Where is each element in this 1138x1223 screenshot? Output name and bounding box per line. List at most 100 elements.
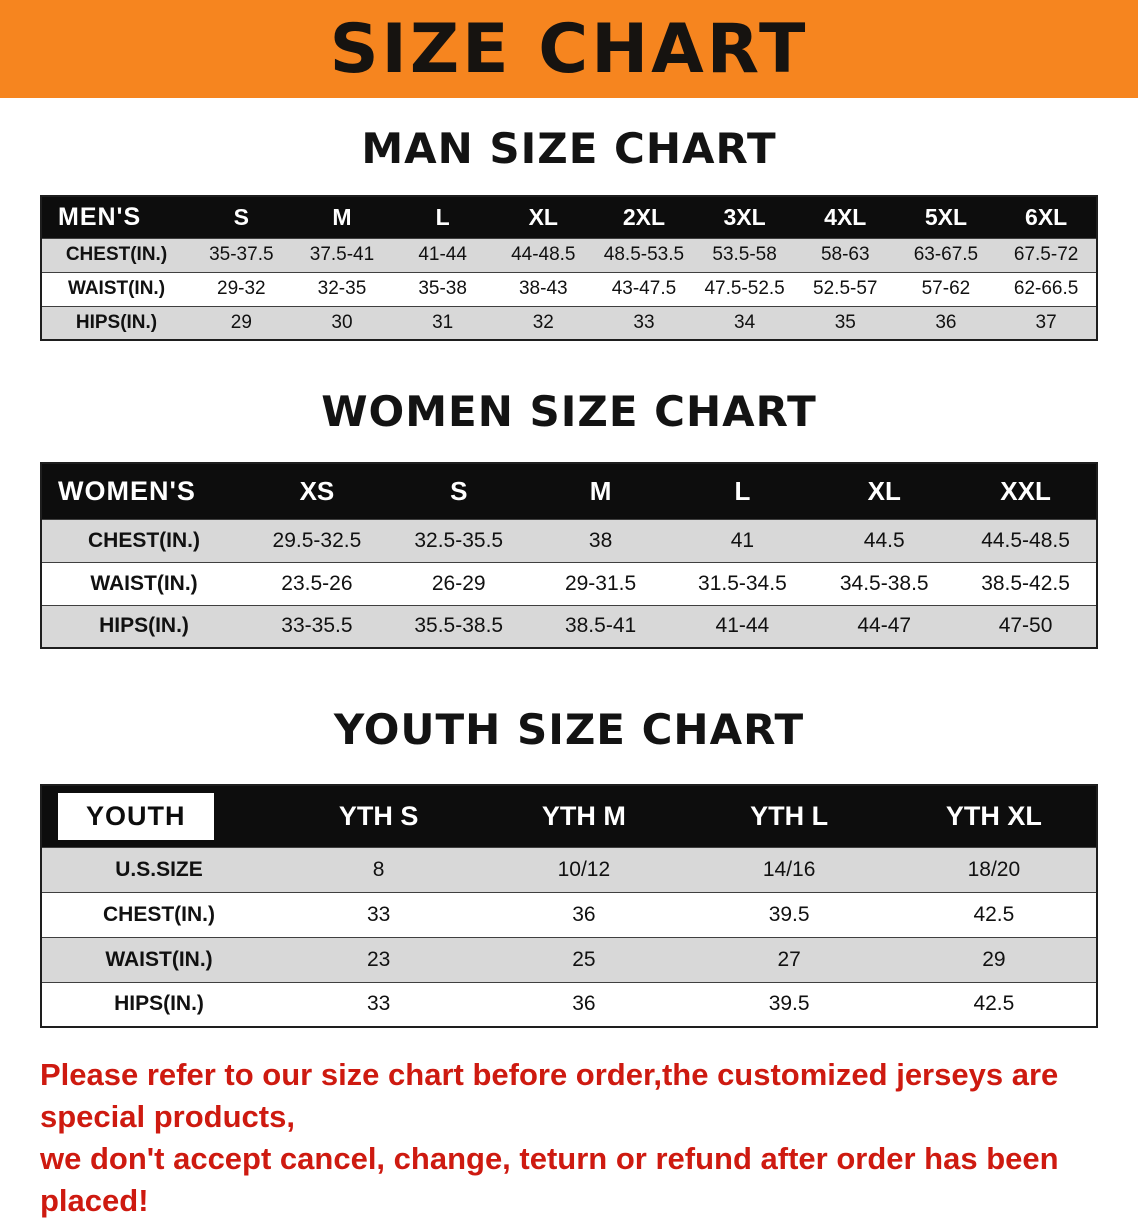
cell-value-label: 42.5 [973,992,1015,1016]
table-row: WAIST(IN.) 23 25 27 29 [41,937,1097,982]
cell-value-label: 62-66.5 [1013,278,1079,299]
row-label-label: CHEST(IN.) [103,902,215,926]
cell-value-label: 31.5-34.5 [698,571,787,595]
cell-value: 38.5-42.5 [955,562,1097,605]
cell-value: 31.5-34.5 [671,562,813,605]
row-label-label: WAIST(IN.) [105,947,213,971]
cell-value-label: 47-50 [998,614,1053,638]
cell-value-label: 44.5-48.5 [981,528,1070,552]
column-header-label: YTH L [750,800,829,831]
cell-value-label: 48.5-53.5 [603,244,685,265]
column-header-label: L [734,475,751,506]
cell-value: 44.5 [813,519,955,562]
column-header-label: 5XL [924,203,968,230]
table-corner-label: WOMEN'S [58,475,196,506]
cell-value-label: 23.5-26 [281,571,353,595]
cell-value-label: 57-62 [921,278,971,299]
cell-value-label: 35.5-38.5 [414,614,504,638]
cell-value: 43-47.5 [594,272,695,306]
youth-size-table: YOUTH YTH S YTH M YTH L YTH XL U.S.SIZE 8 10/12… [40,784,1098,1028]
column-header-label: M [589,475,612,506]
cell-value: 37 [996,306,1097,340]
row-label-label: CHEST(IN.) [65,244,168,265]
cell-value: 52.5-57 [795,272,896,306]
header-row: YOUTH YTH S YTH M YTH L YTH XL [41,785,1097,847]
column-header: 2XL [594,196,695,238]
row-label: WAIST(IN.) [41,272,191,306]
cell-value-label: 41 [730,528,755,552]
column-header: YTH S [276,785,481,847]
cell-value-label: 32-35 [317,278,367,299]
cell-value: 32 [493,306,594,340]
men-size-table: MEN'S S M L XL 2XL 3XL 4XL 5XL 6XL CHEST(IN.) 35-37… [40,195,1098,341]
column-header: 3XL [694,196,795,238]
cell-value: 35-37.5 [191,238,292,272]
cell-value-label: 29-32 [217,278,266,299]
row-label: HIPS(IN.) [41,982,276,1027]
notice-line-1: Please refer to our size chart before or… [40,1057,1059,1135]
cell-value-label: 26-29 [431,571,486,595]
table-corner: WOMEN'S [41,463,246,519]
cell-value: 33-35.5 [246,605,388,648]
column-header-label: YTH M [541,800,626,831]
column-header: XL [813,463,955,519]
cell-value-label: 67.5-72 [1013,244,1079,265]
cell-value: 35 [795,306,896,340]
row-label: CHEST(IN.) [41,519,246,562]
column-header-label: 3XL [723,203,766,230]
cell-value-label: 32 [532,311,554,333]
cell-value: 29-31.5 [530,562,672,605]
cell-value-label: 36 [935,311,957,333]
cell-value-label: 53.5-58 [712,244,777,265]
column-header-label: M [332,203,352,230]
cell-value-label: 35-37.5 [209,244,274,265]
cell-value-label: 37.5-41 [309,244,375,265]
table-row: CHEST(IN.) 33 36 39.5 42.5 [41,892,1097,937]
cell-value: 23 [276,937,481,982]
column-header-label: YTH S [338,800,419,831]
cell-value-label: 33 [366,902,391,926]
cell-value: 25 [481,937,686,982]
cell-value-label: 63-67.5 [913,244,979,265]
cell-value-label: 34.5-38.5 [839,571,929,595]
cell-value: 41 [671,519,813,562]
cell-value-label: 33 [633,311,655,333]
column-header-label: S [233,203,249,230]
column-header: L [392,196,493,238]
column-header: S [191,196,292,238]
cell-value-label: 39.5 [768,992,810,1016]
cell-value: 36 [481,982,686,1027]
column-header-label: 6XL [1025,203,1068,230]
cell-value-label: 36 [572,902,596,926]
section-women: WOMEN SIZE CHART WOMEN'S XS S M L XL XXL CHEST(… [0,341,1138,649]
cell-value: 47.5-52.5 [694,272,795,306]
cell-value: 35-38 [392,272,493,306]
cell-value: 44.5-48.5 [955,519,1097,562]
column-header: 4XL [795,196,896,238]
cell-value: 32.5-35.5 [388,519,530,562]
column-header-label: XXL [1000,475,1051,506]
cell-value-label: 47.5-52.5 [704,278,785,299]
column-header: YTH M [481,785,686,847]
cell-value: 8 [276,847,481,892]
cell-value-label: 33-35.5 [281,614,353,638]
banner: SIZE CHART [0,0,1138,98]
cell-value: 31 [392,306,493,340]
cell-value-label: 34 [734,311,756,333]
row-label: HIPS(IN.) [41,306,191,340]
cell-value: 34.5-38.5 [813,562,955,605]
row-label-label: HIPS(IN.) [114,992,204,1016]
youth-section-heading: YOUTH SIZE CHART [333,705,805,754]
column-header-label: L [435,203,450,230]
row-label-label: HIPS(IN.) [75,311,158,333]
cell-value: 57-62 [896,272,997,306]
cell-value: 29 [892,937,1097,982]
cell-value-label: 44-47 [857,614,912,638]
women-size-table: WOMEN'S XS S M L XL XXL CHEST(IN.) 29.5-32.5 32.5… [40,462,1098,649]
cell-value-label: 14/16 [762,857,816,881]
cell-value: 33 [276,982,481,1027]
cell-value: 29-32 [191,272,292,306]
cell-value: 39.5 [687,892,892,937]
cell-value-label: 29-31.5 [564,571,637,595]
footer-notice: Please refer to our size chart before or… [0,1054,1138,1223]
